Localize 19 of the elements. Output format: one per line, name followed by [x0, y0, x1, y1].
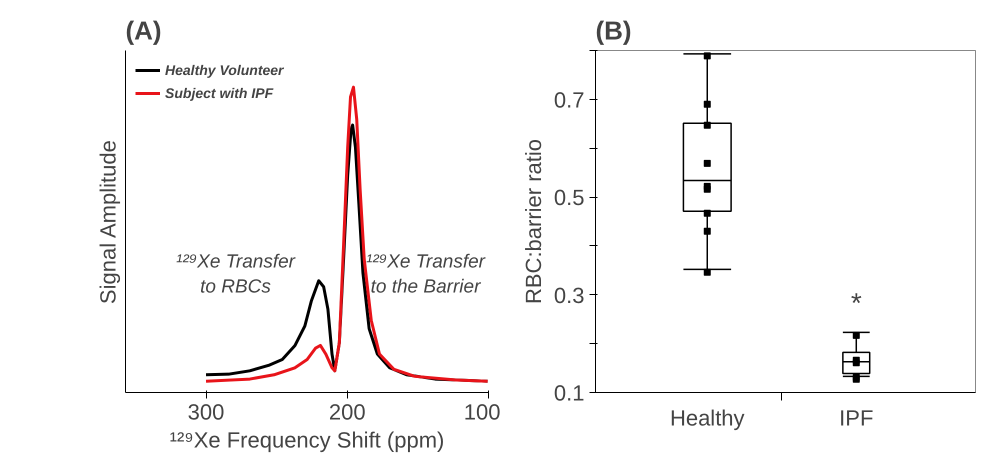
y-tick-label: 0.7	[554, 87, 585, 112]
chart-title: (B)	[596, 16, 632, 46]
chart-title: (A)	[126, 16, 162, 46]
legend-label: Subject with IPF	[165, 85, 274, 101]
x-tick-label: Healthy	[670, 406, 745, 430]
x-tick-label: 100	[464, 400, 501, 424]
y-tick-label: 0.1	[554, 380, 585, 406]
x-tick-label: IPF	[839, 406, 874, 430]
annotation: ¹²⁹Xe Transfer to RBCs	[176, 251, 296, 298]
x-tick-label: 200	[328, 400, 366, 424]
y-axis-title: Signal Amplitude	[96, 140, 120, 304]
y-tick-label: 0.5	[554, 185, 585, 210]
y-tick-label: 0.3	[554, 282, 585, 308]
annotation: *	[850, 287, 862, 318]
legend-label: Healthy Volunteer	[165, 62, 284, 78]
annotation: ¹²⁹Xe Transfer to the Barrier	[366, 251, 486, 298]
x-axis-title: ¹²⁹Xe Frequency Shift (ppm)	[170, 428, 444, 452]
x-tick-label: 300	[188, 400, 224, 424]
y-axis-title: RBC:barrier ratio	[520, 138, 546, 304]
